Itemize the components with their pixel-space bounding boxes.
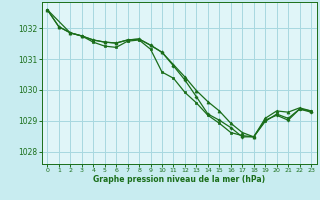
X-axis label: Graphe pression niveau de la mer (hPa): Graphe pression niveau de la mer (hPa) [93,175,265,184]
